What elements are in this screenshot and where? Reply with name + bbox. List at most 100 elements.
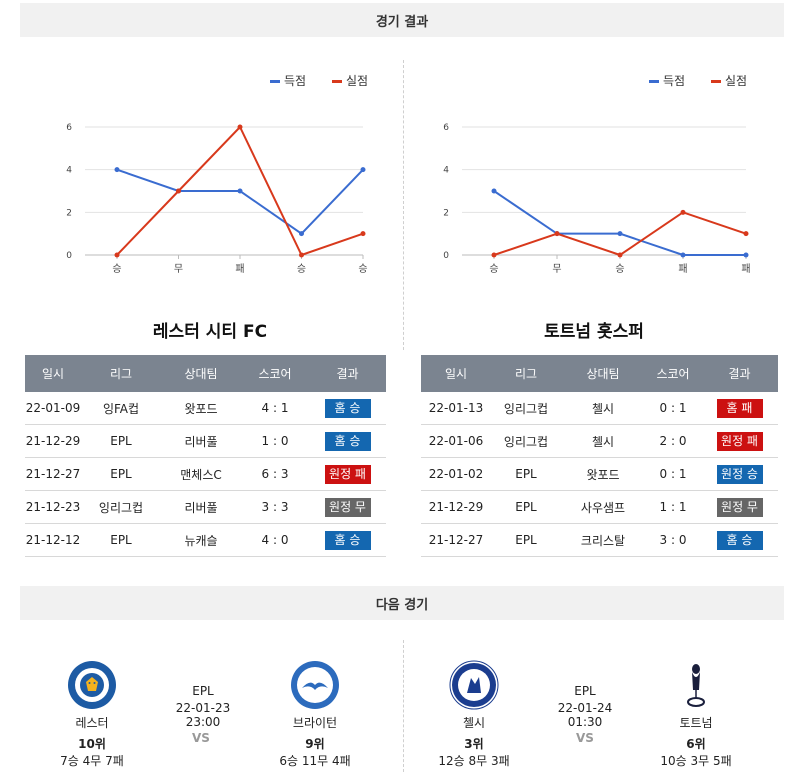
match-date: 21-12-27	[421, 523, 491, 557]
next-home-name-2: 첼시	[462, 716, 486, 730]
match-result: 원정 승	[701, 457, 778, 491]
table-row: 21-12-23 잉리그컵 리버풀 3 : 3 원정 무	[25, 490, 386, 524]
tottenham-crest-icon	[687, 664, 705, 707]
x-tick-label: 패	[741, 263, 750, 275]
match-date: 22-01-09	[25, 392, 81, 425]
match-league: EPL	[81, 523, 161, 557]
data-point	[176, 188, 181, 194]
match-opponent: 리버풀	[161, 490, 241, 524]
data-point	[491, 188, 497, 194]
next-away-rank-2: 6위	[686, 737, 706, 751]
x-tick-label: 승	[489, 263, 498, 275]
match-opponent: 크리스탈	[561, 523, 645, 557]
match-score: 2 : 0	[645, 424, 701, 458]
match-result: 원정 패	[701, 424, 778, 458]
match-opponent: 리버풀	[161, 424, 241, 458]
match-league: 잉리그컵	[81, 490, 161, 524]
match-result: 원정 무	[701, 490, 778, 524]
legend-swatch	[649, 80, 659, 83]
legend-swatch	[332, 80, 342, 83]
chart-left-svg: 0 2 4 6 승 무 패 승 승 득점 실점	[66, 74, 368, 275]
match-league: EPL	[491, 490, 561, 524]
x-tick-label: 패	[235, 263, 244, 275]
match-date: 21-12-12	[25, 523, 81, 557]
next-away-team-1[interactable]: 브라이턴 9위 6승 11무 4패	[272, 660, 358, 769]
match-score: 4 : 1	[241, 392, 309, 425]
series-line-scored	[116, 168, 364, 235]
match-score: 3 : 0	[645, 523, 701, 557]
col-score: 스코어	[241, 355, 309, 392]
result-badge: 원정 패	[324, 464, 371, 484]
x-tick-label: 무	[552, 264, 561, 275]
col-date: 일시	[421, 355, 491, 392]
match-date: 22-01-06	[421, 424, 491, 458]
data-point	[360, 231, 366, 237]
match-score: 0 : 1	[645, 392, 701, 425]
match-result: 홈 패	[701, 392, 778, 425]
data-point	[680, 209, 686, 215]
data-point	[617, 231, 623, 237]
results-section-header: 경기 결과	[20, 3, 784, 37]
table-header-row: 일시 리그 상대팀 스코어 결과	[421, 355, 778, 392]
match-score: 3 : 3	[241, 490, 309, 524]
match-score: 6 : 3	[241, 457, 309, 491]
legend-label: 득점	[284, 74, 306, 88]
next-home-name-1: 레스터	[75, 716, 109, 730]
chart-left: 0 2 4 6 승 무 패 승 승 득점 실점	[20, 60, 380, 290]
next-away-rank-1: 9위	[305, 737, 325, 751]
data-point	[743, 231, 749, 237]
col-result: 결과	[701, 355, 778, 392]
series-line-scored	[493, 190, 746, 256]
result-badge: 홈 승	[324, 431, 371, 451]
col-opponent: 상대팀	[161, 355, 241, 392]
next-section-header: 다음 경기	[20, 586, 784, 620]
x-tick-label: 무	[174, 264, 183, 275]
data-point	[680, 252, 686, 258]
match-score: 0 : 1	[645, 457, 701, 491]
next-column-divider	[403, 640, 404, 772]
data-point	[237, 124, 243, 130]
x-tick-label: 패	[678, 263, 687, 275]
table-row: 21-12-29 EPL 리버풀 1 : 0 홈 승	[25, 424, 386, 458]
y-tick-label: 0	[66, 251, 72, 261]
match-date: 21-12-29	[421, 490, 491, 524]
data-point	[743, 252, 749, 258]
match-opponent: 뉴캐슬	[161, 523, 241, 557]
match-result: 홈 승	[309, 523, 386, 557]
match-score: 1 : 1	[645, 490, 701, 524]
match-opponent: 맨체스C	[161, 457, 241, 491]
x-tick-label: 승	[615, 263, 624, 275]
next-home-team-1[interactable]: 레스터 10위 7승 4무 7패	[52, 660, 132, 769]
next-away-record-2: 10승 3무 5패	[660, 754, 732, 768]
match-score: 1 : 0	[241, 424, 309, 458]
match-opponent: 왓포드	[561, 457, 645, 491]
match-date: 22-01-02	[421, 457, 491, 491]
next-home-record-1: 7승 4무 7패	[60, 754, 124, 768]
next-away-name-2: 토트넘	[679, 716, 713, 730]
next-match-info-2: EPL 22-01-24 01:30	[540, 684, 630, 729]
col-opponent: 상대팀	[561, 355, 645, 392]
legend-label: 실점	[346, 74, 368, 88]
next-datetime-1: 22-01-23 23:00	[175, 701, 231, 729]
data-point	[299, 252, 304, 258]
match-league: 잉리그컵	[491, 424, 561, 458]
match-league: EPL	[491, 457, 561, 491]
match-result: 홈 승	[701, 523, 778, 557]
col-score: 스코어	[645, 355, 701, 392]
data-point	[360, 167, 366, 173]
results-table-left: 일시 리그 상대팀 스코어 결과 22-01-09 잉FA컵 왓포드 4 : 1 홈 승…	[25, 355, 386, 557]
result-badge: 홈 승	[716, 530, 763, 550]
team-title-right: 토트넘 홋스퍼	[544, 322, 644, 342]
match-opponent: 사우샘프	[561, 490, 645, 524]
match-opponent: 첼시	[561, 424, 645, 458]
y-tick-label: 6	[443, 123, 449, 133]
next-home-team-2[interactable]: 첼시 3위 12승 8무 3패	[432, 660, 516, 769]
table-row: 21-12-27 EPL 크리스탈 3 : 0 홈 승	[421, 523, 778, 557]
next-away-team-2[interactable]: 토트넘 6위 10승 3무 5패	[654, 660, 738, 769]
next-datetime-2: 22-01-24 01:30	[557, 701, 613, 729]
next-home-rank-1: 10위	[78, 737, 106, 751]
team-title-left: 레스터 시티 FC	[152, 322, 268, 342]
table-row: 21-12-29 EPL 사우샘프 1 : 1 원정 무	[421, 490, 778, 524]
x-tick-label: 승	[358, 263, 367, 275]
